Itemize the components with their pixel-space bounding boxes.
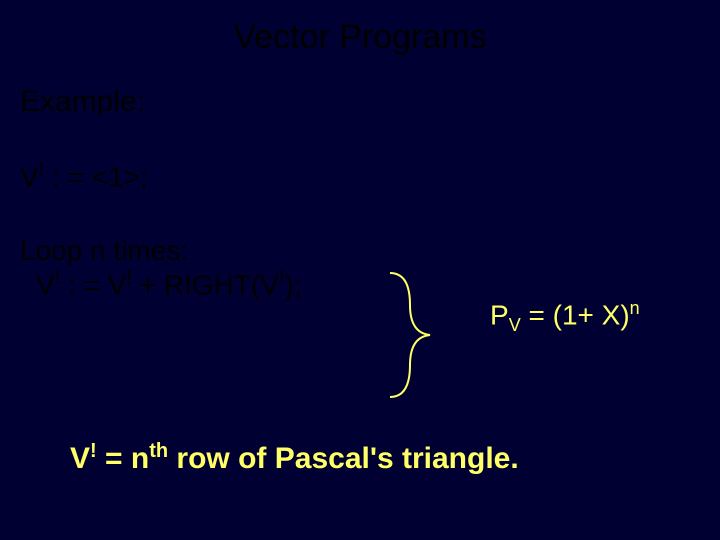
loop-block: Loop n times: V! : = V! + RIGHT(V!); (0, 193, 720, 301)
concl-excl: ! (90, 440, 97, 462)
formula-sup: n (630, 298, 640, 318)
formula-mid: = (1+ X) (521, 299, 630, 330)
concl-rest: row of Pascal's triangle. (168, 442, 519, 475)
body-close: ); (285, 270, 302, 301)
brace-icon (380, 265, 440, 405)
loop-body: V! : = V! + RIGHT(V!); (20, 267, 720, 301)
formula-sub: V (509, 315, 521, 335)
concl-v: V (70, 442, 90, 475)
concl-th: th (149, 440, 168, 462)
polynomial-formula: PV = (1+ X)n (490, 298, 640, 336)
init-statement: V! : = <1>; (0, 119, 720, 193)
example-label: Example: (0, 57, 720, 119)
init-rest: : = <1>; (44, 161, 148, 192)
var-v: V (20, 161, 39, 192)
body-assign: : = V (60, 270, 126, 301)
formula-p: P (490, 299, 509, 330)
slide-title: Vector Programs (0, 0, 720, 57)
body-v1: V (36, 270, 55, 301)
loop-header: Loop n times: (20, 235, 720, 267)
body-plus: + RIGHT(V (132, 270, 279, 301)
conclusion-text: V! = nth row of Pascal's triangle. (70, 440, 519, 476)
concl-eq: = n (97, 442, 150, 475)
